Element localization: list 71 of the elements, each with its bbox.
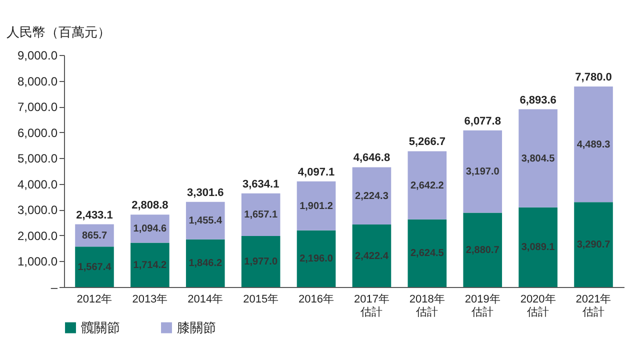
data-label: 1,094.6 <box>133 224 168 235</box>
bar <box>75 246 114 287</box>
data-label: 2,196.0 <box>300 254 334 265</box>
data-label: 1,657.1 <box>244 210 278 221</box>
bar <box>130 242 170 287</box>
total-label: 2,808.8 <box>132 200 168 212</box>
bar <box>186 202 225 240</box>
total-label: 6,893.6 <box>520 94 556 106</box>
y-tick-label: 1,000.0 <box>17 254 58 269</box>
data-label: 4,489.3 <box>576 139 611 150</box>
total-label: 4,646.8 <box>353 152 390 164</box>
data-label: 865.7 <box>82 230 108 242</box>
bar <box>408 219 447 287</box>
bar <box>241 236 280 287</box>
y-tick-label: 3,000.0 <box>17 203 58 218</box>
data-label: 1,977.0 <box>244 256 278 268</box>
legend-label: 髖關節 <box>81 320 120 335</box>
data-label: 1,567.4 <box>78 262 112 273</box>
data-label: 3,804.5 <box>521 153 556 164</box>
data-label: 2,422.4 <box>355 250 389 262</box>
data-label: 3,197.0 <box>466 166 500 178</box>
data-label: 2,880.7 <box>466 244 500 256</box>
bar <box>408 151 447 220</box>
bar <box>574 202 613 287</box>
bar <box>241 193 280 236</box>
total-label: 3,634.1 <box>242 178 280 190</box>
bar <box>463 130 502 213</box>
total-label: 5,266.7 <box>408 136 446 148</box>
data-label: 2,642.2 <box>410 180 444 192</box>
data-label: 2,224.3 <box>355 190 389 202</box>
y-tick-label: – <box>50 280 58 294</box>
total-label: 6,077.8 <box>464 115 501 128</box>
bar <box>186 239 225 287</box>
total-label: 7,780.0 <box>575 71 612 84</box>
bar <box>352 167 392 225</box>
x-tick-label: 2014年 <box>188 294 224 306</box>
x-tick-label: 2021年估計 <box>576 294 612 318</box>
x-tick-label: 2012年 <box>76 294 112 306</box>
y-tick-label: 4,000.0 <box>17 177 58 192</box>
y-tick-label: 6,000.0 <box>17 126 58 140</box>
data-label: 3,290.7 <box>576 240 611 251</box>
total-label: 4,097.1 <box>298 166 335 178</box>
y-tick-label: 2,000.0 <box>17 228 58 243</box>
data-label: 1,846.2 <box>188 258 222 270</box>
x-tick-label: 2013年 <box>132 294 168 306</box>
y-axis-title: 人民幣（百萬元） <box>6 24 110 40</box>
y-tick-label: 5,000.0 <box>17 152 58 166</box>
y-tick-label: 8,000.0 <box>17 74 58 88</box>
bar <box>518 109 558 208</box>
y-tick-label: 9,000.0 <box>17 48 58 62</box>
legend-label: 膝關節 <box>177 320 216 335</box>
data-label: 1,714.2 <box>133 260 168 271</box>
x-tick-label: 2016年 <box>298 294 334 306</box>
x-tick-label: 2020年估計 <box>520 294 556 318</box>
data-label: 3,089.1 <box>521 242 556 254</box>
bar <box>518 207 558 287</box>
x-tick-label: 2017年估計 <box>354 294 390 318</box>
total-label: 3,301.6 <box>187 186 224 199</box>
bar <box>296 230 336 287</box>
data-label: 1,455.4 <box>188 216 222 227</box>
x-tick-label: 2015年 <box>243 294 279 306</box>
x-tick-label: 2019年估計 <box>464 294 500 318</box>
bar <box>574 86 613 202</box>
data-label: 2,624.5 <box>410 248 444 260</box>
x-tick-label: 2018年估計 <box>409 294 445 318</box>
data-label: 1,901.2 <box>300 200 334 212</box>
bar <box>296 181 336 230</box>
y-tick-label: 7,000.0 <box>17 100 58 114</box>
bar <box>352 224 392 287</box>
bar <box>463 212 502 287</box>
total-label: 2,433.1 <box>76 209 113 222</box>
